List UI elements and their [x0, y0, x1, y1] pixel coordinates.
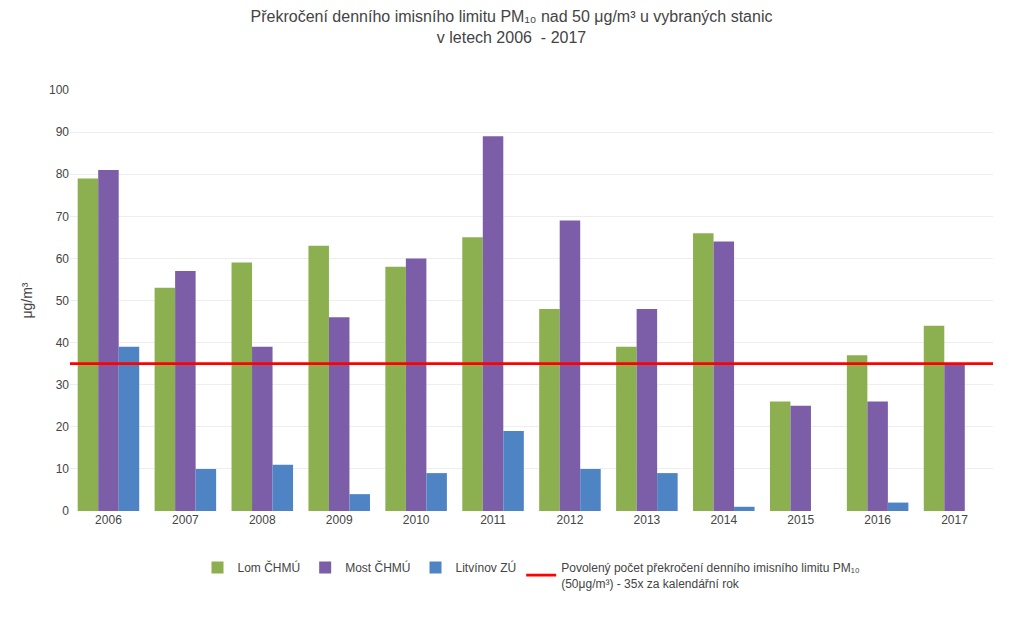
svg-text:Most ČHMÚ: Most ČHMÚ — [345, 560, 410, 575]
svg-text:10: 10 — [56, 462, 70, 476]
svg-text:2011: 2011 — [480, 513, 506, 527]
svg-text:2007: 2007 — [172, 513, 199, 527]
svg-text:Překročení denního imisního li: Překročení denního imisního limitu PM₁₀ … — [251, 8, 773, 46]
svg-text:Lom ČHMÚ: Lom ČHMÚ — [238, 560, 301, 575]
svg-text:2016: 2016 — [864, 513, 891, 527]
svg-text:20: 20 — [56, 420, 70, 434]
svg-text:60: 60 — [56, 252, 70, 266]
svg-text:2015: 2015 — [787, 513, 814, 527]
svg-text:2006: 2006 — [95, 513, 122, 527]
svg-text:2008: 2008 — [249, 513, 276, 527]
svg-text:2010: 2010 — [403, 513, 430, 527]
svg-text:40: 40 — [56, 336, 70, 350]
svg-text:2013: 2013 — [634, 513, 661, 527]
svg-text:70: 70 — [56, 210, 70, 224]
svg-text:90: 90 — [56, 125, 70, 139]
svg-text:100: 100 — [49, 83, 69, 97]
svg-text:2017: 2017 — [941, 513, 968, 527]
svg-text:Litvínov ZÚ: Litvínov ZÚ — [456, 560, 517, 575]
svg-text:μg/m³: μg/m³ — [19, 282, 35, 318]
svg-text:50: 50 — [56, 294, 70, 308]
svg-text:Povolený počet překročení denn: Povolený počet překročení denního imisní… — [561, 561, 860, 591]
svg-text:30: 30 — [56, 378, 70, 392]
svg-text:80: 80 — [56, 167, 70, 181]
svg-text:0: 0 — [62, 504, 69, 518]
svg-text:2014: 2014 — [710, 513, 737, 527]
svg-text:2012: 2012 — [557, 513, 584, 527]
svg-text:2009: 2009 — [326, 513, 353, 527]
